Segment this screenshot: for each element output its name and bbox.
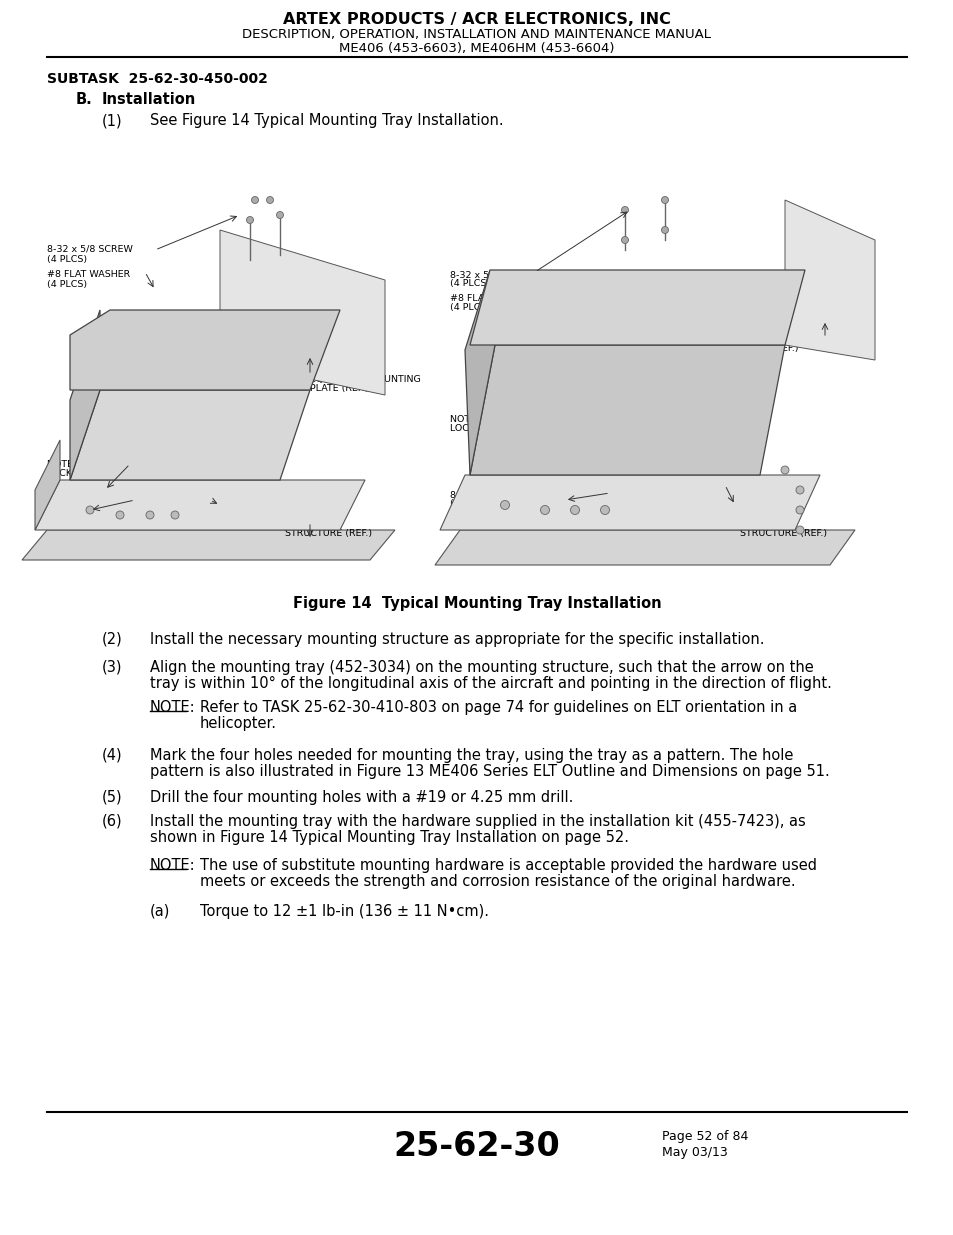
Text: (6): (6) [102, 814, 123, 829]
Text: Install the mounting tray with the hardware supplied in the installation kit (45: Install the mounting tray with the hardw… [150, 814, 805, 829]
Text: NOTE: LOCKWASHER OR: NOTE: LOCKWASHER OR [450, 415, 564, 424]
Text: STRUCTURE (REF.): STRUCTURE (REF.) [740, 529, 826, 538]
Circle shape [660, 196, 668, 204]
Circle shape [246, 216, 253, 224]
Text: Installation: Installation [102, 91, 196, 107]
Text: Mark the four holes needed for mounting the tray, using the tray as a pattern. T: Mark the four holes needed for mounting … [150, 748, 793, 763]
Polygon shape [35, 480, 365, 530]
Text: Drill the four mounting holes with a #19 or 4.25 mm drill.: Drill the four mounting holes with a #19… [150, 790, 573, 805]
Text: (3): (3) [102, 659, 122, 676]
Text: ARTEX PRODUCTS / ACR ELECTRONICS, INC: ARTEX PRODUCTS / ACR ELECTRONICS, INC [283, 12, 670, 27]
Text: MOUNTING: MOUNTING [185, 498, 237, 508]
Text: ME406 (453-6603), ME406HM (453-6604): ME406 (453-6603), ME406HM (453-6604) [339, 42, 614, 56]
Circle shape [795, 487, 803, 494]
Text: NOTE: LOCKWASHER OR: NOTE: LOCKWASHER OR [47, 459, 162, 469]
Polygon shape [220, 230, 385, 395]
Text: May 03/13: May 03/13 [661, 1146, 727, 1158]
Text: TRAY: TRAY [185, 508, 209, 516]
Text: (4 PLCS): (4 PLCS) [450, 279, 490, 288]
Text: helicopter.: helicopter. [200, 716, 276, 731]
Circle shape [252, 196, 258, 204]
Circle shape [620, 206, 628, 214]
Text: (a): (a) [150, 904, 171, 919]
Text: 8-32 X 1/4 HEX NUT: 8-32 X 1/4 HEX NUT [47, 498, 141, 508]
Text: (5): (5) [102, 790, 123, 805]
Circle shape [599, 505, 609, 515]
Circle shape [116, 511, 124, 519]
Circle shape [266, 196, 274, 204]
Polygon shape [70, 310, 339, 390]
Text: AIRFRAME: AIRFRAME [740, 520, 787, 529]
Text: tray is within 10° of the longitudinal axis of the aircraft and pointing in the : tray is within 10° of the longitudinal a… [150, 676, 831, 692]
Circle shape [795, 526, 803, 534]
Text: NOTE:: NOTE: [150, 700, 195, 715]
Polygon shape [470, 270, 804, 345]
Text: See Figure 14 Typical Mounting Tray Installation.: See Figure 14 Typical Mounting Tray Inst… [150, 112, 503, 128]
Text: (4 PLCS): (4 PLCS) [47, 254, 87, 264]
Text: (4): (4) [102, 748, 123, 763]
Polygon shape [784, 200, 874, 359]
Text: (1): (1) [102, 112, 123, 128]
Text: 25-62-30: 25-62-30 [394, 1130, 559, 1163]
Text: 8-32 x 5/8 SCREW: 8-32 x 5/8 SCREW [450, 270, 536, 279]
Text: Align the mounting tray (452-3034) on the mounting structure, such that the arro: Align the mounting tray (452-3034) on th… [150, 659, 813, 676]
Circle shape [146, 511, 153, 519]
Text: (4 PLCS): (4 PLCS) [450, 499, 490, 508]
Text: meets or exceeds the strength and corrosion resistance of the original hardware.: meets or exceeds the strength and corros… [200, 874, 795, 889]
Polygon shape [439, 475, 820, 530]
Text: B.: B. [76, 91, 92, 107]
Circle shape [86, 506, 94, 514]
Polygon shape [470, 345, 784, 475]
Text: TRAY: TRAY [624, 492, 648, 501]
Text: Figure 14  Typical Mounting Tray Installation: Figure 14 Typical Mounting Tray Installa… [293, 597, 660, 611]
Text: 8-32 X 1/4 HEX NUT: 8-32 X 1/4 HEX NUT [450, 490, 544, 499]
Text: LOCKNUT RECOMMENDED: LOCKNUT RECOMMENDED [47, 469, 171, 478]
Text: PLATE (REF.): PLATE (REF.) [310, 384, 368, 393]
Text: NOTE:: NOTE: [150, 858, 195, 873]
Text: DESCRIPTION, OPERATION, INSTALLATION AND MAINTENANCE MANUAL: DESCRIPTION, OPERATION, INSTALLATION AND… [242, 28, 711, 41]
Text: MOUNTING: MOUNTING [624, 483, 677, 492]
Text: PLATE (REF.): PLATE (REF.) [740, 345, 798, 353]
Text: SUBTASK  25-62-30-450-002: SUBTASK 25-62-30-450-002 [47, 72, 268, 86]
Text: shown in Figure 14 Typical Mounting Tray Installation on page 52.: shown in Figure 14 Typical Mounting Tray… [150, 830, 628, 845]
Text: Refer to TASK 25-62-30-410-803 on page 74 for guidelines on ELT orientation in a: Refer to TASK 25-62-30-410-803 on page 7… [200, 700, 797, 715]
Circle shape [171, 511, 179, 519]
Circle shape [570, 505, 578, 515]
Text: EQUIPMENT MOUNTING: EQUIPMENT MOUNTING [310, 375, 420, 384]
Circle shape [620, 236, 628, 243]
Circle shape [660, 226, 668, 233]
Polygon shape [35, 440, 60, 530]
Polygon shape [464, 270, 495, 475]
Text: EQUIPMENT MOUNTING: EQUIPMENT MOUNTING [740, 335, 850, 345]
Text: #8 FLAT WASHER: #8 FLAT WASHER [450, 294, 533, 303]
Text: LOCKNUT RECOMMENDED: LOCKNUT RECOMMENDED [450, 424, 573, 433]
Text: (4 PLCS): (4 PLCS) [47, 280, 87, 289]
Circle shape [795, 506, 803, 514]
Text: Install the necessary mounting structure as appropriate for the specific install: Install the necessary mounting structure… [150, 632, 763, 647]
Circle shape [781, 466, 788, 474]
Text: (4 PLCS): (4 PLCS) [47, 508, 87, 516]
Text: The use of substitute mounting hardware is acceptable provided the hardware used: The use of substitute mounting hardware … [200, 858, 816, 873]
Text: AIRFRAME: AIRFRAME [285, 520, 333, 529]
Text: (4 PLCS): (4 PLCS) [450, 303, 490, 312]
Text: 8-32 x 5/8 SCREW: 8-32 x 5/8 SCREW [47, 245, 132, 254]
Text: #8 FLAT WASHER: #8 FLAT WASHER [47, 270, 131, 279]
Polygon shape [70, 390, 310, 480]
Text: (2): (2) [102, 632, 123, 647]
Polygon shape [70, 310, 100, 480]
Text: Torque to 12 ±1 lb-in (136 ± 11 N•cm).: Torque to 12 ±1 lb-in (136 ± 11 N•cm). [200, 904, 489, 919]
Text: Page 52 of 84: Page 52 of 84 [661, 1130, 747, 1144]
Polygon shape [435, 530, 854, 564]
Circle shape [500, 500, 509, 510]
Circle shape [540, 505, 549, 515]
Text: STRUCTURE (REF.): STRUCTURE (REF.) [285, 529, 372, 538]
Circle shape [276, 211, 283, 219]
Polygon shape [22, 530, 395, 559]
Text: pattern is also illustrated in Figure 13 ME406 Series ELT Outline and Dimensions: pattern is also illustrated in Figure 13… [150, 764, 829, 779]
